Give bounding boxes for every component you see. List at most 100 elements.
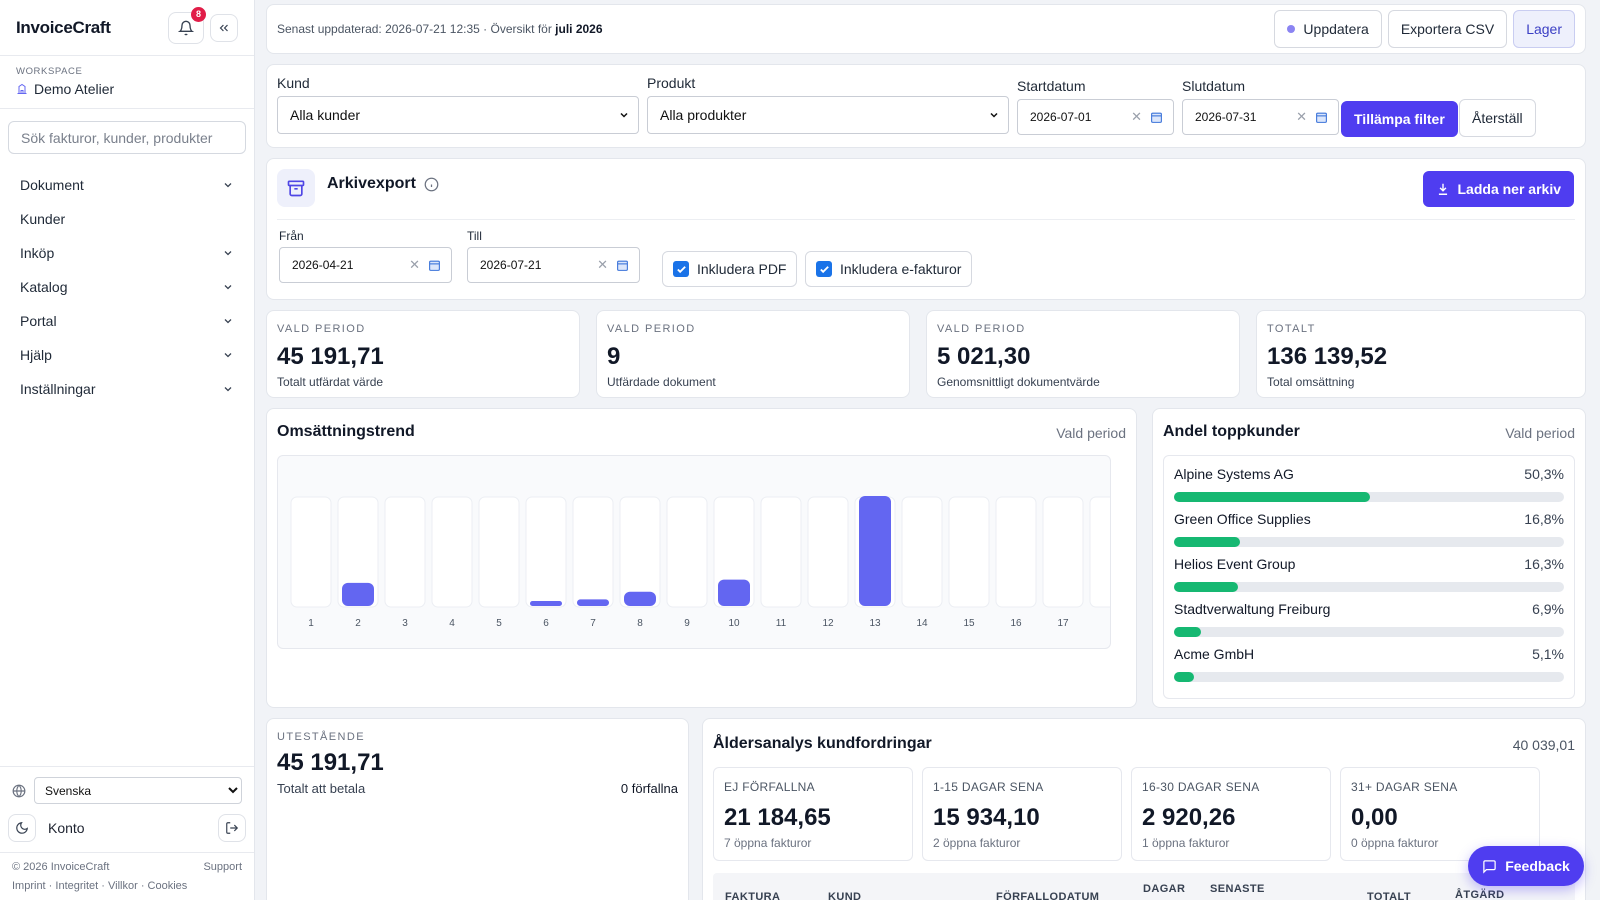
filter-panel: Kund Alla kunder Produkt Alla produkter … (266, 64, 1586, 148)
customer-name[interactable]: Acme GmbH (1174, 646, 1255, 662)
theme-toggle-button[interactable] (8, 814, 36, 842)
product-select[interactable]: Alla produkter (647, 96, 1009, 134)
export-csv-button[interactable]: Exportera CSV (1387, 10, 1508, 48)
archive-to-field: Till 2026-07-21 ✕ (467, 229, 640, 283)
archive-from-input[interactable]: 2026-04-21 ✕ (279, 247, 452, 283)
customer-share: 16,3% (1524, 556, 1564, 572)
footer-link-imprint[interactable]: Imprint (12, 880, 46, 892)
chevron-down-icon[interactable] (222, 281, 234, 293)
sidebar-search[interactable] (8, 121, 246, 154)
refresh-button[interactable]: Uppdatera (1274, 10, 1382, 48)
end-date-input[interactable]: 2026-07-31 ✕ (1182, 99, 1339, 135)
footer-link-cookies[interactable]: Cookies (147, 880, 188, 892)
column-header-action[interactable]: ÅTGÄRD (1455, 889, 1505, 900)
checkbox-checked-icon[interactable] (673, 261, 689, 277)
bar-track (901, 496, 943, 608)
workspace-name: Demo Atelier (34, 81, 115, 97)
share-bar-fill (1174, 627, 1201, 637)
include-einvoice-toggle[interactable]: Inkludera e-fakturor (805, 251, 973, 287)
share-bar-fill (1174, 582, 1238, 592)
customer-name[interactable]: Green Office Supplies (1174, 511, 1311, 527)
chevron-down-icon[interactable] (222, 179, 234, 191)
clear-icon[interactable]: ✕ (1131, 109, 1142, 124)
bar-track (478, 496, 520, 608)
calendar-icon[interactable] (428, 259, 441, 272)
logout-button[interactable] (218, 814, 246, 842)
bar-6[interactable] (530, 601, 562, 606)
calendar-icon[interactable] (1315, 111, 1328, 124)
chevron-down-icon[interactable] (222, 349, 234, 361)
chevron-down-icon[interactable] (222, 383, 234, 395)
aging-bucket-current: EJ FÖRFALLNA 21 184,65 7 öppna fakturor (713, 767, 913, 861)
notifications-button[interactable]: 8 (168, 6, 206, 44)
account-link[interactable]: Konto (48, 820, 85, 836)
brand-logo[interactable]: InvoiceCraft (16, 17, 111, 37)
kpi-label: VALD PERIOD (937, 323, 1026, 335)
sidebar-item-hjälp[interactable]: Hjälp (0, 338, 254, 372)
stock-button[interactable]: Lager (1513, 10, 1575, 48)
column-header-invoice[interactable]: FAKTURA (725, 891, 781, 900)
customer-select[interactable]: Alla kunder (277, 96, 639, 134)
customer-name[interactable]: Stadtverwaltung Freiburg (1174, 601, 1331, 617)
bar-7[interactable] (577, 599, 609, 606)
clear-icon[interactable]: ✕ (409, 257, 420, 272)
top-customers-card: Andel toppkunder Vald period Alpine Syst… (1152, 408, 1586, 708)
language-select[interactable]: Svenska (34, 777, 242, 804)
bucket-value: 21 184,65 (724, 804, 831, 831)
search-input[interactable] (21, 129, 233, 146)
bar-8[interactable] (624, 591, 656, 606)
workspace-switcher[interactable]: WORKSPACE Demo Atelier (0, 56, 254, 109)
support-link[interactable]: Support (203, 861, 242, 873)
footer-link-privacy[interactable]: Integritet (55, 880, 99, 892)
sidebar-item-dokument[interactable]: Dokument (0, 168, 254, 202)
customer-filter: Kund Alla kunder (277, 75, 639, 134)
column-header-due-date[interactable]: FÖRFALLODATUM (996, 891, 1100, 900)
kpi-label: TOTALT (1267, 323, 1316, 335)
download-archive-button[interactable]: Ladda ner arkiv (1422, 171, 1574, 207)
bar-track (995, 496, 1037, 608)
sidebar-item-kunder[interactable]: Kunder (0, 202, 254, 236)
customer-share: 5,1% (1532, 646, 1564, 662)
archive-export-panel: Arkivexport Ladda ner arkiv Från 2026-04… (266, 158, 1586, 300)
footer-link-terms[interactable]: Villkor (108, 880, 138, 892)
collapse-sidebar-button[interactable] (210, 13, 238, 42)
column-header-latest[interactable]: SENASTE (1210, 883, 1265, 895)
clear-icon[interactable]: ✕ (597, 257, 608, 272)
calendar-icon[interactable] (1150, 111, 1163, 124)
kpi-label: VALD PERIOD (607, 323, 696, 335)
customer-name[interactable]: Alpine Systems AG (1174, 466, 1294, 482)
chevron-down-icon[interactable] (222, 247, 234, 259)
sidebar-item-inställningar[interactable]: Inställningar (0, 372, 254, 406)
column-header-customer[interactable]: KUND (828, 891, 862, 900)
sidebar-item-katalog[interactable]: Katalog (0, 270, 254, 304)
sidebar-item-portal[interactable]: Portal (0, 304, 254, 338)
aging-bucket-16-30: 16-30 DAGAR SENA 2 920,26 1 öppna faktur… (1131, 767, 1331, 861)
clear-icon[interactable]: ✕ (1296, 109, 1307, 124)
feedback-button[interactable]: Feedback (1468, 846, 1584, 886)
column-header-total[interactable]: TOTALT (1367, 891, 1411, 900)
sidebar-item-label: Portal (20, 313, 57, 329)
bar-10[interactable] (718, 579, 750, 606)
kpi-value: 9 (607, 343, 621, 370)
kpi-value: 136 139,52 (1267, 343, 1388, 370)
globe-icon (12, 784, 26, 797)
calendar-icon[interactable] (616, 259, 629, 272)
bar-13[interactable] (859, 496, 891, 606)
sidebar-item-label: Inköp (20, 245, 55, 261)
chevron-down-icon[interactable] (222, 315, 234, 327)
bar-2[interactable] (342, 582, 374, 606)
archive-to-input[interactable]: 2026-07-21 ✕ (467, 247, 640, 283)
start-date-input[interactable]: 2026-07-01 ✕ (1017, 99, 1174, 135)
apply-filter-button[interactable]: Tillämpa filter (1341, 101, 1458, 137)
customer-name[interactable]: Helios Event Group (1174, 556, 1296, 572)
sidebar-item-inköp[interactable]: Inköp (0, 236, 254, 270)
kpi-card-issued-value: VALD PERIOD 45 191,71 Totalt utfärdat vä… (266, 310, 580, 398)
bar-track (431, 496, 473, 608)
trend-chart-svg: 1 2 3 4 5 6 7 8 9 10 11 12 13 14 15 16 17 (290, 496, 1110, 629)
checkbox-checked-icon[interactable] (816, 261, 832, 277)
info-icon[interactable] (424, 177, 439, 192)
outstanding-caption: Totalt att betala (277, 781, 366, 796)
reset-filter-button[interactable]: Återställ (1459, 99, 1536, 137)
column-header-days[interactable]: DAGAR (1143, 883, 1186, 895)
include-pdf-toggle[interactable]: Inkludera PDF (662, 251, 798, 287)
